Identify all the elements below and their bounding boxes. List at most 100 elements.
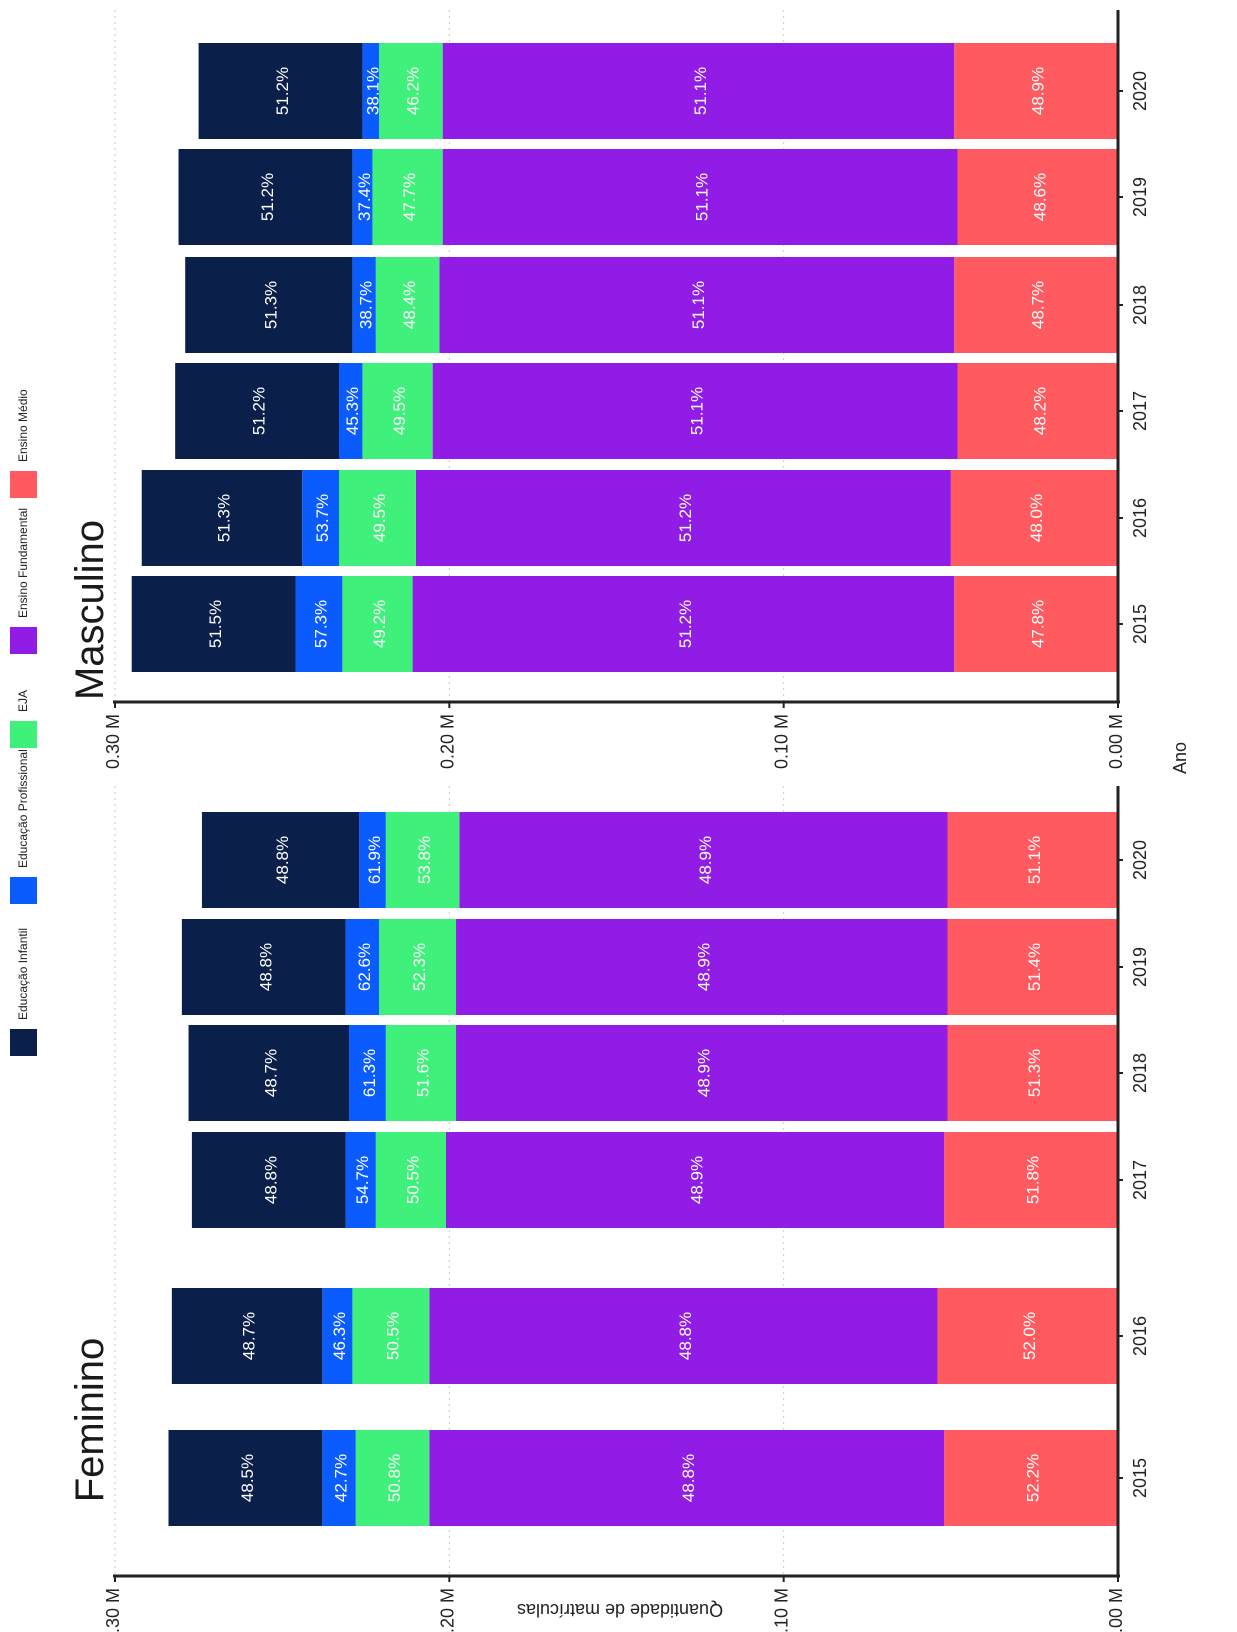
data-label: 51.3%	[214, 494, 233, 542]
bar-segment	[375, 257, 440, 353]
bar-segment	[198, 43, 363, 139]
bar-segment	[359, 812, 386, 908]
year-tick-label: 2015	[1130, 604, 1150, 644]
data-label: 48.8%	[273, 836, 292, 884]
data-label: 51.5%	[206, 600, 225, 648]
legend-label: Educação Infantil	[16, 928, 30, 1020]
data-label: 48.8%	[261, 1156, 280, 1204]
x-tick-label: 0.30 M	[103, 1588, 123, 1632]
x-tick-label: 0.00 M	[1106, 714, 1126, 769]
bar-segment	[191, 1132, 346, 1228]
bar-segment	[355, 1430, 430, 1526]
legend-swatch-educa-o-profissional	[10, 877, 37, 904]
data-label: 52.2%	[1024, 1454, 1043, 1502]
data-label: 48.7%	[1029, 281, 1048, 329]
x-axis-title: Quantidade de matrículas	[517, 1600, 723, 1620]
data-label: 51.1%	[693, 173, 712, 221]
bar-segment	[362, 363, 433, 459]
year-tick-label: 2017	[1130, 1160, 1150, 1200]
data-label: 62.6%	[355, 943, 374, 991]
data-label: 48.2%	[1030, 387, 1049, 435]
bar-segment	[352, 1288, 430, 1384]
bar-segment	[379, 919, 457, 1015]
bar-segment	[201, 812, 360, 908]
data-label: 48.9%	[1029, 67, 1048, 115]
bar-segment	[459, 812, 948, 908]
bar-segment	[322, 1430, 356, 1526]
year-tick-label: 2017	[1130, 391, 1150, 431]
data-label: 49.5%	[390, 387, 409, 435]
data-label: 51.6%	[413, 1049, 432, 1097]
x-tick-label: 0.10 M	[772, 1588, 792, 1632]
bar-segment	[345, 1132, 376, 1228]
bar-segment	[141, 470, 303, 566]
data-label: 52.0%	[1020, 1312, 1039, 1360]
bar-segment	[947, 812, 1118, 908]
year-tick-label: 2015	[1130, 1458, 1150, 1498]
x-tick-label: 0.20 M	[437, 714, 457, 769]
bar-segment	[442, 149, 958, 245]
data-label: 51.8%	[1024, 1156, 1043, 1204]
y-axis-title: Ano	[1170, 742, 1190, 774]
bar-segment	[442, 43, 955, 139]
bar-segment	[415, 470, 951, 566]
bar-segment	[178, 149, 353, 245]
bar-segment	[950, 470, 1118, 566]
bar-segment	[432, 363, 958, 459]
data-label: 51.2%	[676, 600, 695, 648]
data-label: 51.3%	[1025, 1049, 1044, 1097]
panel-title-feminino: Feminino	[68, 1338, 112, 1503]
bar-segment	[954, 576, 1118, 672]
data-label: 57.3%	[311, 600, 330, 648]
data-label: 48.4%	[400, 281, 419, 329]
x-tick-label: 0.00 M	[1106, 1588, 1126, 1632]
year-tick-label: 2018	[1130, 285, 1150, 325]
bar-segment	[456, 919, 948, 1015]
data-label: 48.9%	[696, 836, 715, 884]
bar-segment	[379, 43, 443, 139]
data-label: 50.5%	[403, 1156, 422, 1204]
bar-segment	[188, 1025, 350, 1121]
bar-segment	[957, 363, 1118, 459]
data-label: 61.9%	[365, 836, 384, 884]
bar-segment	[171, 1288, 323, 1384]
bar-segment	[947, 1025, 1118, 1121]
bar-segment	[944, 1132, 1118, 1228]
bar-segment	[372, 149, 443, 245]
data-label: 48.8%	[676, 1312, 695, 1360]
data-label: 53.8%	[415, 836, 434, 884]
data-label: 37.4%	[355, 173, 374, 221]
year-tick-label: 2019	[1130, 947, 1150, 987]
data-label: 50.8%	[385, 1454, 404, 1502]
year-tick-label: 2020	[1130, 71, 1150, 111]
x-tick-label: 0.30 M	[103, 714, 123, 769]
bar-segment	[175, 363, 340, 459]
data-label: 48.8%	[679, 1454, 698, 1502]
bar-segment	[947, 919, 1118, 1015]
data-label: 48.9%	[688, 1156, 707, 1204]
legend-swatch-ensino-fundamental	[10, 627, 37, 654]
x-tick-label: 0.10 M	[772, 714, 792, 769]
data-label: 51.1%	[688, 387, 707, 435]
legend-label: Ensino Fundamental	[16, 508, 30, 618]
bar-segment	[339, 470, 416, 566]
data-label: 49.5%	[370, 494, 389, 542]
bar-segment	[302, 470, 340, 566]
data-label: 54.7%	[353, 1156, 372, 1204]
data-label: 47.8%	[1029, 600, 1048, 648]
legend-label: Ensino Médio	[16, 389, 30, 462]
data-label: 53.7%	[313, 494, 332, 542]
data-label: 38.1%	[363, 67, 382, 115]
bar-segment	[445, 1132, 945, 1228]
data-label: 48.8%	[256, 943, 275, 991]
bar-segment	[352, 149, 373, 245]
bar-segment	[954, 257, 1118, 353]
legend-swatch-educa-o-infantil	[10, 1029, 37, 1056]
data-label: 52.3%	[410, 943, 429, 991]
data-label: 51.4%	[1025, 943, 1044, 991]
bar-segment	[456, 1025, 948, 1121]
bar-segment	[412, 576, 955, 672]
bar-segment	[168, 1430, 323, 1526]
year-tick-label: 2020	[1130, 840, 1150, 880]
data-label: 51.2%	[250, 387, 269, 435]
